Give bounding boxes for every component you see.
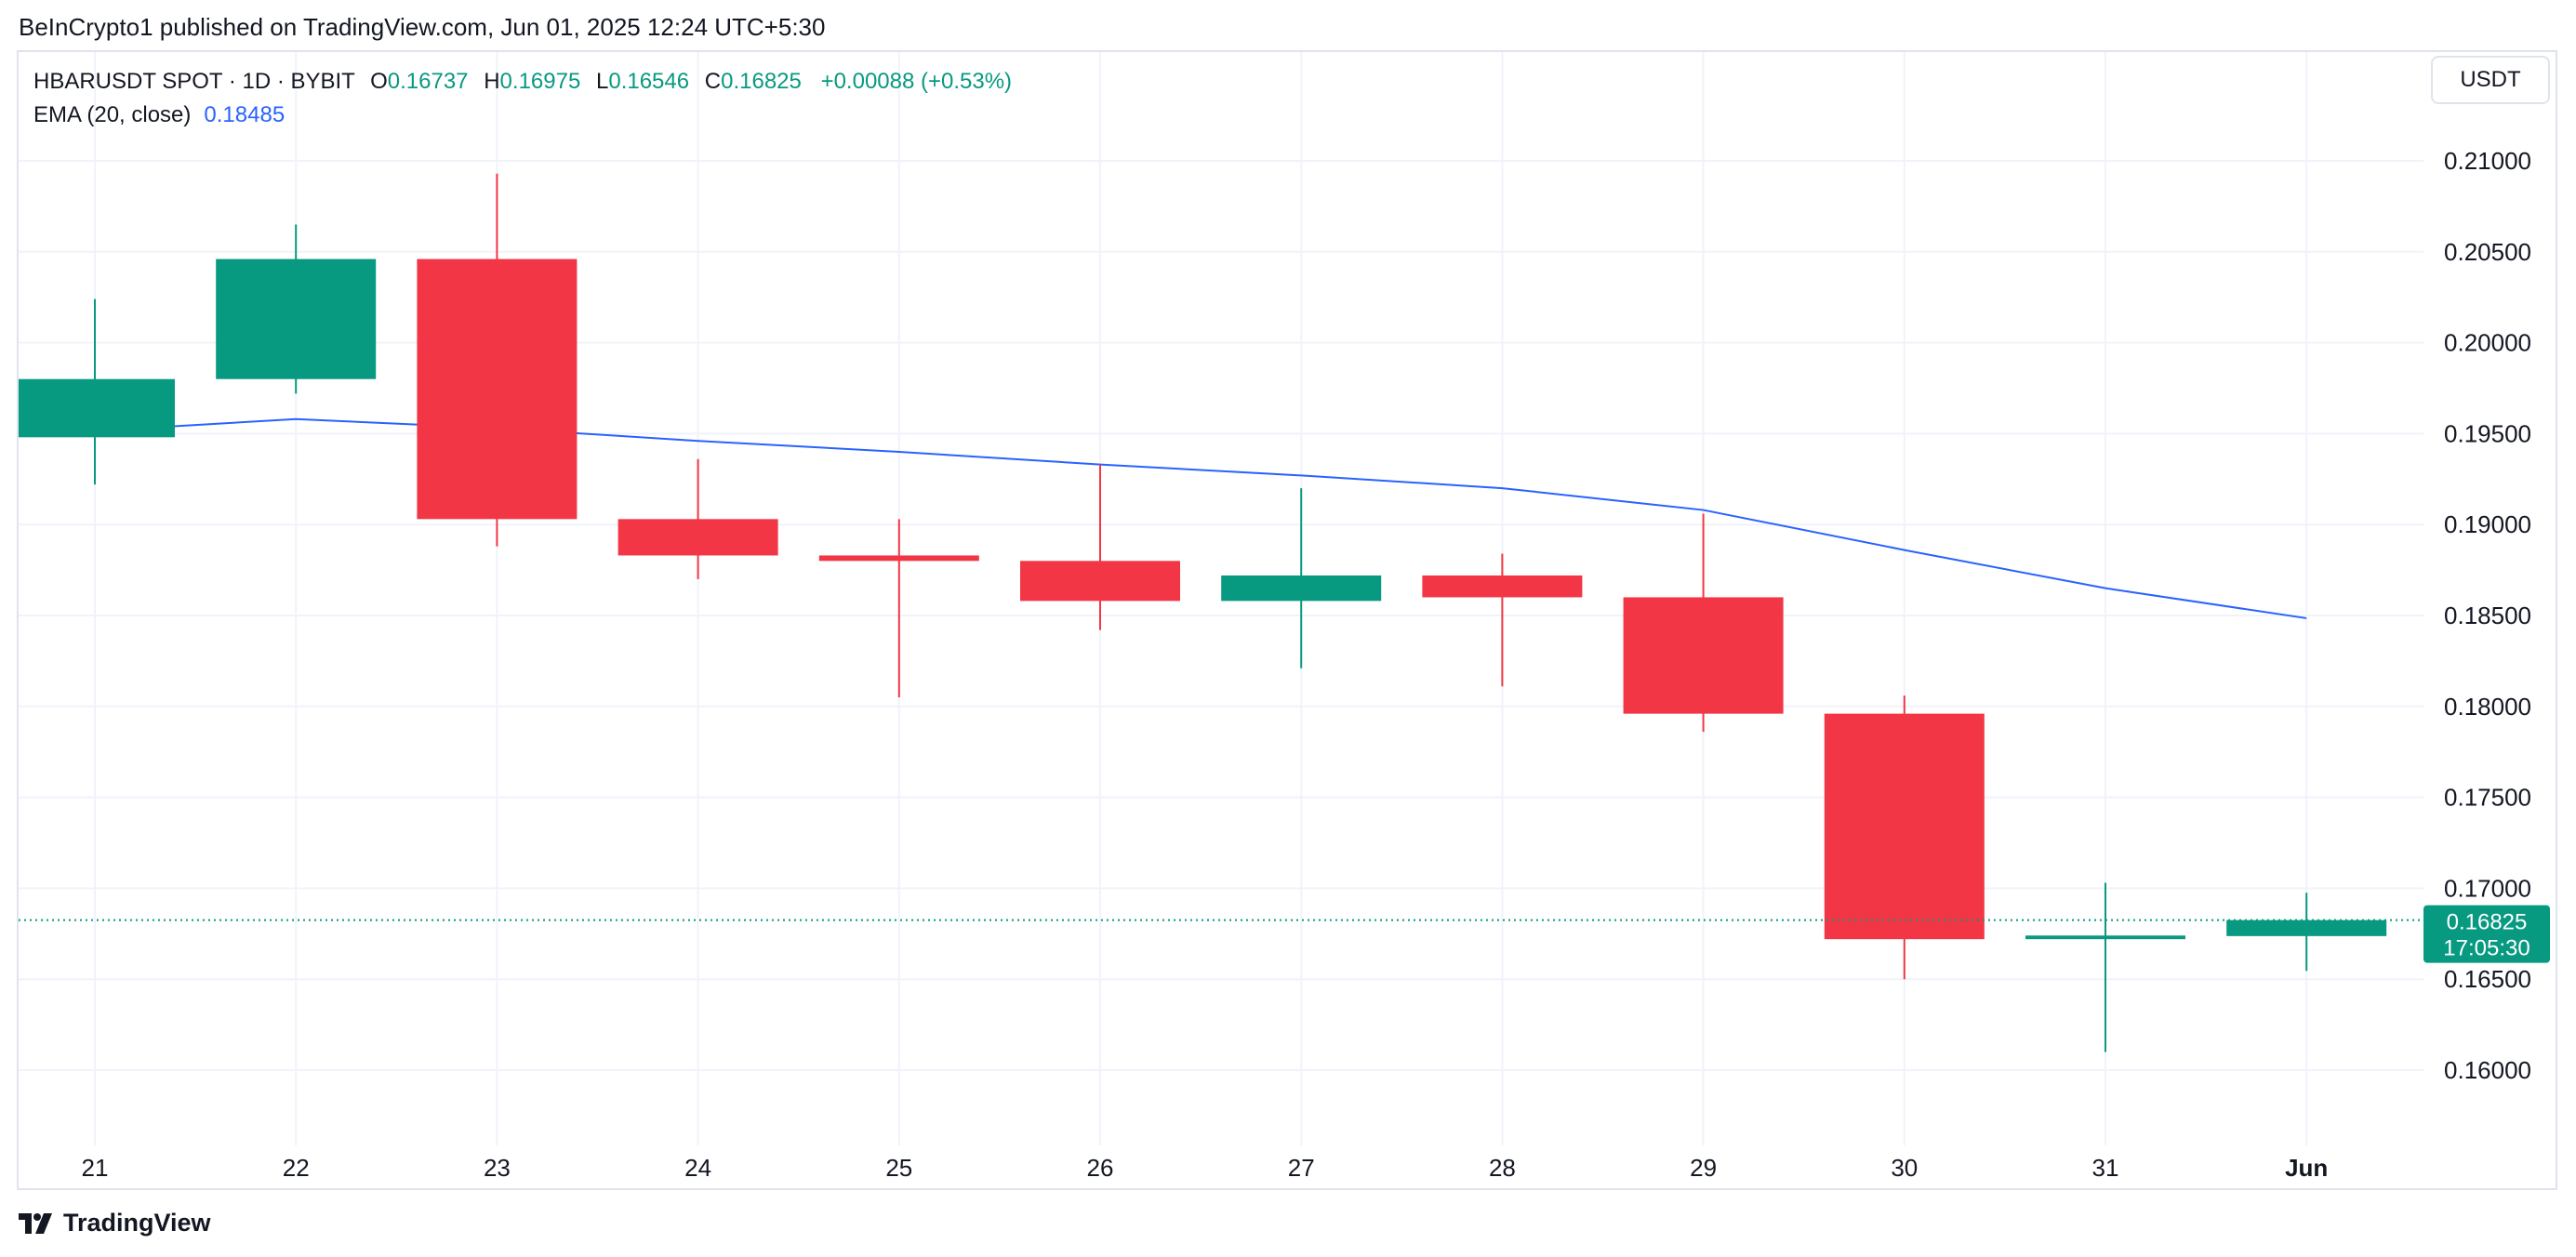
candle-body (617, 519, 778, 556)
chart-legend: HBARUSDT SPOT · 1D · BYBIT O0.16737 H0.1… (33, 65, 1012, 132)
x-tick-label: 31 (2092, 1154, 2119, 1182)
candle (1422, 553, 1583, 687)
candle (617, 458, 778, 579)
candle (417, 173, 578, 547)
candle-layer (19, 173, 2387, 1052)
tradingview-logo-icon (19, 1212, 52, 1234)
y-tick-label: 0.19000 (2444, 510, 2531, 538)
x-tick-label: 21 (82, 1154, 109, 1182)
ema-row[interactable]: EMA (20, close) 0.18485 (33, 99, 1012, 132)
y-tick-label: 0.18500 (2444, 602, 2531, 629)
last-price-tag-bg (2423, 905, 2550, 963)
candle-body (417, 258, 578, 520)
low-value: 0.16546 (608, 69, 690, 94)
y-tick-label: 0.17000 (2444, 874, 2531, 902)
candle-body (1422, 575, 1583, 598)
open-label: O (370, 69, 388, 94)
candle-body (216, 258, 377, 379)
ohlc-row: HBARUSDT SPOT · 1D · BYBIT O0.16737 H0.1… (33, 65, 1012, 99)
open-value: 0.16737 (387, 69, 469, 94)
candle-body (1221, 575, 1382, 602)
candle (1824, 695, 1985, 980)
x-tick-label: 23 (484, 1154, 511, 1182)
candle (19, 298, 175, 485)
candle (1623, 513, 1784, 733)
y-tick-label: 0.17500 (2444, 784, 2531, 812)
tradingview-logo[interactable]: TradingView (19, 1209, 211, 1237)
x-tick-label: 24 (684, 1154, 711, 1182)
candle (2226, 893, 2387, 972)
x-tick-label: 22 (283, 1154, 310, 1182)
y-tick-label: 0.16000 (2444, 1056, 2531, 1084)
candle-body (2226, 920, 2387, 936)
publisher-line: BeInCrypto1 published on TradingView.com… (19, 13, 826, 41)
y-tick-label: 0.20000 (2444, 329, 2531, 357)
candle (1221, 488, 1382, 668)
close-value: 0.16825 (721, 69, 802, 94)
y-tick-label: 0.18000 (2444, 693, 2531, 721)
x-tick-label: 27 (1288, 1154, 1315, 1182)
last-price-tag: 0.16825 17:05:30 (2423, 905, 2550, 963)
candle (216, 224, 377, 394)
grid-layer (19, 52, 2423, 1145)
x-tick-label: 29 (1690, 1154, 1717, 1182)
x-tick-label: Jun (2285, 1154, 2328, 1182)
change-value: +0.00088 (+0.53%) (820, 69, 1013, 94)
time-axis: 21 22 23 24 25 26 27 28 29 30 31 Jun (82, 1154, 2329, 1182)
candle (818, 519, 979, 698)
candle-body (19, 378, 175, 438)
symbol-title[interactable]: HBARUSDT SPOT · 1D · BYBIT (33, 69, 355, 94)
y-tick-label: 0.21000 (2444, 147, 2531, 175)
chart-frame (17, 50, 2557, 1190)
x-tick-label: 26 (1087, 1154, 1114, 1182)
x-tick-label: 28 (1489, 1154, 1516, 1182)
candle-body (818, 555, 979, 562)
ema-label: EMA (20, close) (33, 102, 192, 127)
close-label: C (704, 69, 722, 94)
candle (1020, 464, 1180, 630)
currency-button[interactable]: USDT (2431, 56, 2550, 104)
x-tick-label: 25 (885, 1154, 912, 1182)
candle (2025, 882, 2185, 1052)
candle-body (1824, 713, 1985, 940)
y-tick-label: 0.19500 (2444, 419, 2531, 447)
last-price-value: 0.16825 (2447, 910, 2528, 935)
high-value: 0.16975 (499, 69, 581, 94)
bar-countdown: 17:05:30 (2443, 936, 2530, 961)
high-label: H (484, 69, 500, 94)
brand-name: TradingView (63, 1209, 211, 1237)
y-tick-label: 0.20500 (2444, 238, 2531, 266)
x-tick-label: 30 (1891, 1154, 1918, 1182)
candle-body (2025, 935, 2185, 940)
ema-value: 0.18485 (204, 102, 285, 127)
candle-body (1623, 597, 1784, 714)
candle-body (1020, 561, 1180, 602)
y-tick-label: 0.16500 (2444, 965, 2531, 993)
low-label: L (595, 69, 609, 94)
price-axis: 0.16000 0.16500 0.17000 0.17500 0.18000 0.185… (2444, 147, 2531, 1084)
